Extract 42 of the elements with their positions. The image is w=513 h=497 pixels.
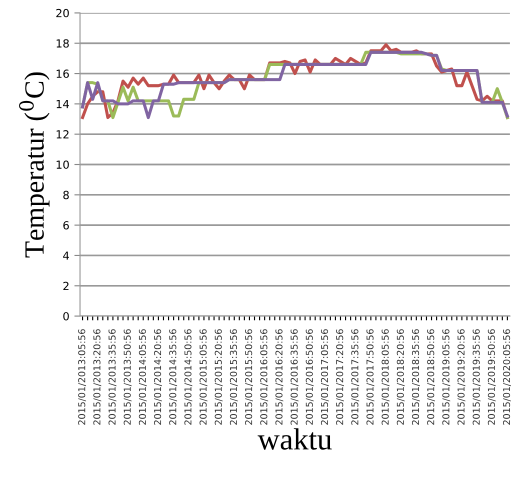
x-tick-label: 2015/01/2019:50:56 <box>488 329 496 425</box>
x-tick-label: 2015/01/2016:35:56 <box>290 329 298 425</box>
x-tick-label: 2015/01/2014:05:56 <box>138 329 147 425</box>
x-tick-label: 2015/01/2013:05:56 <box>78 329 86 425</box>
x-tick-label: 2015/01/2018:05:56 <box>382 329 390 425</box>
x-tick-label: 2015/01/2013:35:56 <box>108 329 116 425</box>
y-tick-label: 18 <box>56 39 69 48</box>
y-tick-label: 20 <box>56 8 69 18</box>
x-tick-label: 2015/01/2019:20:56 <box>457 329 466 425</box>
x-tick-label: 2015/01/2015:50:56 <box>245 329 253 425</box>
x-tick-label: 2015/01/2018:20:56 <box>396 329 405 425</box>
x-tick-label: 2015/01/2020:05:56 <box>502 329 511 425</box>
x-tick-label: 2015/01/2016:50:56 <box>306 329 314 425</box>
y-tick-label: 6 <box>63 221 69 230</box>
x-tick-label: 2015/01/2019:05:56 <box>442 329 450 425</box>
x-tick-label: 2015/01/2017:35:56 <box>351 329 360 425</box>
x-tick-label: 2015/01/2013:50:56 <box>124 329 132 425</box>
x-tick-label: 2015/01/2017:20:56 <box>336 329 344 425</box>
x-axis-title: waktu <box>258 428 332 450</box>
x-tick-label: 2015/01/2015:05:56 <box>200 329 208 425</box>
y-tick-label: 14 <box>56 100 69 108</box>
y-tick-label: 12 <box>56 130 68 138</box>
y-tick-label: 4 <box>63 252 69 260</box>
x-tick-label: 2015/01/2018:35:56 <box>412 329 420 425</box>
y-tick-label: 0 <box>63 312 69 320</box>
x-tick-label: 2015/01/2017:05:56 <box>320 329 329 425</box>
y-tick-label: 16 <box>56 70 69 78</box>
x-tick-label: 2015/01/2014:35:56 <box>169 329 178 425</box>
x-tick-label: 2015/01/2018:50:56 <box>427 329 436 425</box>
y-tick-label: 2 <box>63 282 68 290</box>
x-tick-label: 2015/01/2016:20:56 <box>275 329 284 425</box>
x-tick-label: 2015/01/2015:35:56 <box>230 329 238 425</box>
y-tick-label: 8 <box>63 190 69 200</box>
y-axis-title: Temperatur ($^{0}$C) <box>19 72 50 258</box>
x-tick-label: 2015/01/2014:50:56 <box>184 329 192 425</box>
x-tick-label: 2015/01/2014:20:56 <box>154 329 162 425</box>
x-tick-label: 2015/01/2015:20:56 <box>214 329 223 425</box>
x-tick-label: 2015/01/2013:20:56 <box>93 329 102 425</box>
y-tick-label: 10 <box>56 160 69 169</box>
x-tick-label: 2015/01/2016:05:56 <box>260 329 268 425</box>
x-tick-label: 2015/01/2017:50:56 <box>366 329 374 425</box>
x-tick-label: 2015/01/2019:35:56 <box>472 329 481 425</box>
